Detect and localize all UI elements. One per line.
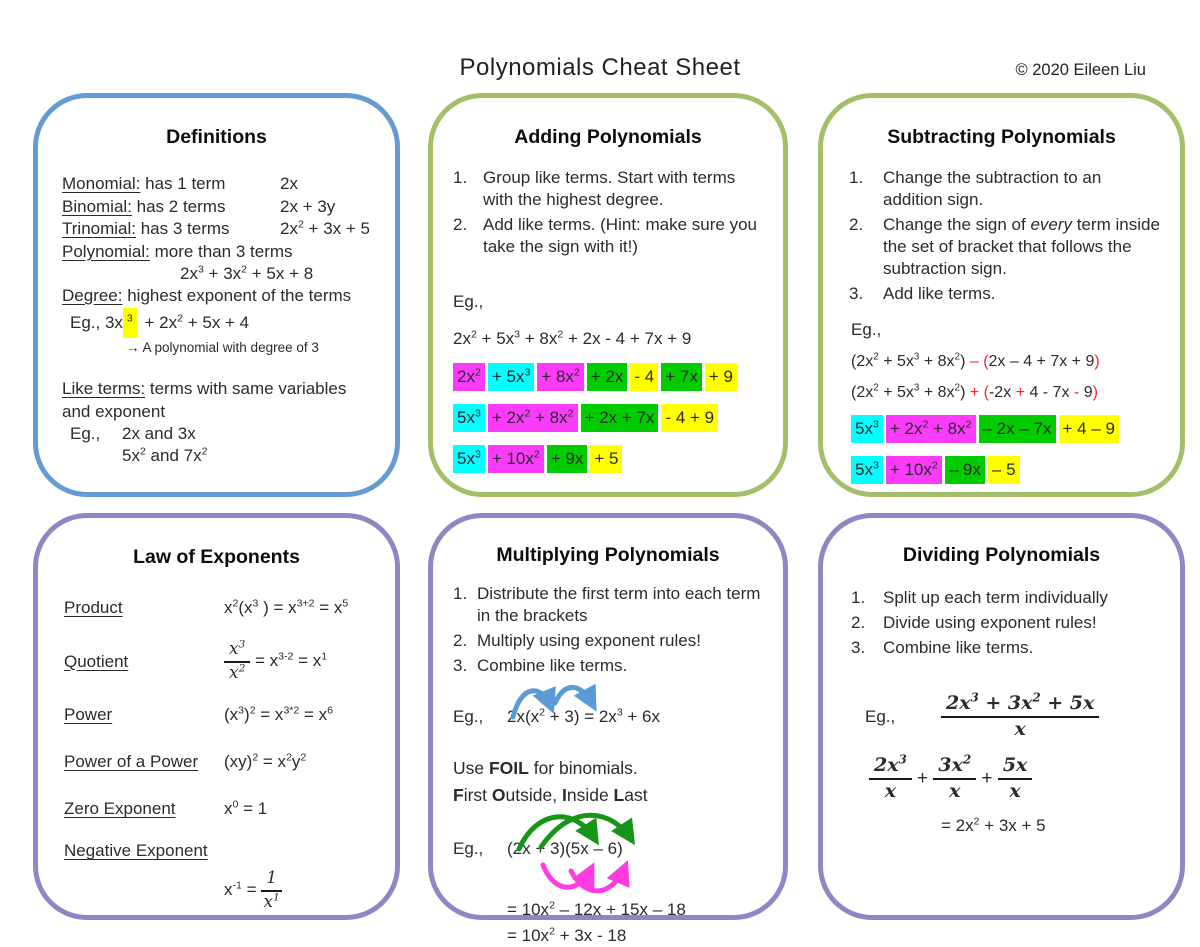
adding-polynomials-box: Adding Polynomials 1. Group like terms. … xyxy=(428,93,788,497)
dividing-polynomials-box: Dividing Polynomials 1. Split up each te… xyxy=(818,513,1185,920)
exponent-rule-negative-label: Negative Exponent xyxy=(64,841,208,861)
binomial-example: 2x + 3y xyxy=(280,196,336,216)
degree-note: → A polynomial with degree of 3 xyxy=(126,340,319,356)
subtracting-expression-1: (2x2 + 5x3 + 8x2) – (2x – 4 + 7x + 9) xyxy=(851,351,1100,370)
dividing-title: Dividing Polynomials xyxy=(902,544,1101,566)
multiplying-example-2: Eg., (2x + 3)(5x – 6) xyxy=(453,812,763,894)
subtracting-polynomials-box: Subtracting Polynomials 1. Change the su… xyxy=(818,93,1185,497)
dividing-step-3: 3. Combine like terms. xyxy=(851,638,1034,658)
exponents-title: Law of Exponents xyxy=(133,546,300,568)
adding-highlight-row-3: 5x3 + 10x2 + 9x + 5 xyxy=(453,445,763,474)
dividing-step-1: 1. Split up each term individually xyxy=(851,588,1108,607)
subtracting-expression-2: (2x2 + 5x3 + 8x2) + (-2x + 4 - 7x - 9) xyxy=(851,382,1098,401)
adding-highlight-row-1: 2x2 + 5x3 + 8x2 + 2x - 4 + 7x + 9 xyxy=(453,363,763,392)
dividing-example: Eg., 2x3 + 3x2 + 5x x xyxy=(845,692,1158,741)
dividing-split-terms: 2x3 x + 3x2 x + 5x x xyxy=(869,754,1158,803)
subtracting-highlight-row-2: 5x3 + 10x2– 9x – 5 xyxy=(851,455,1160,484)
multiplying-example-2-formula: (2x + 3)(5x – 6) xyxy=(507,838,623,858)
adding-expression: 2x2 + 5x3 + 8x2 + 2x - 4 + 7x + 9 xyxy=(453,328,692,349)
foil-note: Use FOIL for binomials. xyxy=(453,758,638,779)
subtracting-highlight-row-1: 5x3 + 2x2 + 8x2– 2x – 7x + 4 – 9 xyxy=(851,414,1160,443)
definition-row-monomial: Monomial: has 1 term 2x xyxy=(62,173,371,196)
multiplying-result-1: = 10x2 – 12x + 15x – 18 xyxy=(507,899,686,919)
subtracting-step-2: 2. Change the sign of every term inside … xyxy=(849,215,1160,279)
multiplying-example-1-formula: 2x(x2 + 3) = 2x3 + 6x xyxy=(507,706,661,727)
foil-inside-arrows-icon xyxy=(540,859,630,894)
eg-label: Eg., xyxy=(453,707,484,727)
exponent-rule-product: Product x2(x3 ) = x3+2 = x5 xyxy=(64,597,349,617)
subtracting-step-3: 3. Add like terms. xyxy=(849,284,996,304)
monomial-label: Monomial: has 1 term xyxy=(62,174,226,193)
subtracting-title: Subtracting Polynomials xyxy=(887,126,1116,148)
eg-label: Eg., xyxy=(851,319,882,339)
eg-label: Eg., xyxy=(865,707,896,727)
exponent-rule-quotient: Quotient x3 x2 = x3-2 = x1 xyxy=(64,638,328,683)
definition-row-binomial: Binomial: has 2 terms 2x + 3y xyxy=(62,196,371,219)
multiplying-step-2: 2. Multiply using exponent rules! xyxy=(453,631,701,651)
exponent-rule-negative-formula: x-1 = 1 x1 xyxy=(224,868,369,912)
subtracting-step-1: 1. Change the subtraction to an addition… xyxy=(849,168,1102,210)
monomial-example: 2x xyxy=(280,174,298,193)
adding-highlight-row-2: 5x3 + 2x2 + 8x2 + 2x + 7x - 4 + 9 xyxy=(453,404,763,433)
trinomial-label: Trinomial: has 3 terms xyxy=(62,219,230,239)
multiplying-example-1: Eg., 2x(x2 + 3) = 2x3 + 6x xyxy=(453,684,763,727)
eg-label: Eg., xyxy=(70,423,101,443)
adding-step-2: 2. Add like terms. (Hint: make sure you … xyxy=(453,215,757,257)
multiplying-result-2: = 10x2 + 3x - 18 xyxy=(507,925,627,945)
multiplying-step-1: 1. Distribute the first term into each t… xyxy=(453,584,761,626)
binomial-label: Binomial: has 2 terms xyxy=(62,196,226,216)
dividing-example-fraction: 2x3 + 3x2 + 5x x xyxy=(941,692,1100,741)
eg-label: Eg., xyxy=(453,292,484,312)
like-terms-example-1: Eg., 2x and 3x xyxy=(70,423,371,445)
multiplying-polynomials-box: Multiplying Polynomials 1. Distribute th… xyxy=(428,513,788,945)
page-title: Polynomials Cheat Sheet xyxy=(459,54,741,81)
definitions-title: Definitions xyxy=(166,126,267,148)
like-terms-example-text: 2x and 3x xyxy=(122,423,196,443)
multiplying-step-3: 3. Combine like terms. xyxy=(453,656,628,676)
dividing-step-2: 2. Divide using exponent rules! xyxy=(851,613,1097,633)
like-terms-example-2: 5x2 and 7x2 xyxy=(122,445,208,465)
trinomial-example: 2x2 + 3x + 5 xyxy=(280,218,370,239)
definitions-box: Definitions Monomial: has 1 term 2x Bino… xyxy=(33,93,400,497)
degree-example: Eg., 3x 3 + 2x2 + 5x + 4 xyxy=(70,308,371,339)
multiplying-title: Multiplying Polynomials xyxy=(496,544,720,566)
adding-title: Adding Polynomials xyxy=(514,126,702,148)
polynomial-label: Polynomial: more than 3 terms xyxy=(62,241,293,261)
eg-label: Eg., xyxy=(453,838,484,858)
polynomial-example: 2x3 + 3x2 + 5x + 8 xyxy=(180,263,314,283)
adding-step-1: 1. Group like terms. Start with terms wi… xyxy=(453,168,736,210)
copyright-notice: © 2020 Eileen Liu xyxy=(1015,61,1146,79)
degree-label: Degree: highest exponent of the terms xyxy=(62,286,352,306)
exponent-rule-power: Power (x3)2 = x3*2 = x6 xyxy=(64,704,333,725)
foil-expansion: First Outside, Inside Last xyxy=(453,785,648,806)
exponent-rule-zero: Zero Exponent x0 = 1 xyxy=(64,798,268,819)
definition-row-trinomial: Trinomial: has 3 terms 2x2 + 3x + 5 xyxy=(62,218,371,241)
law-of-exponents-box: Law of Exponents Product x2(x3 ) = x3+2 … xyxy=(33,513,400,920)
dividing-result: = 2x2 + 3x + 5 xyxy=(941,815,1046,835)
exponent-rule-power-of-a-power: Power of a Power (xy)2 = x2y2 xyxy=(64,751,307,772)
like-terms-label: Like terms: terms with same variables an… xyxy=(62,379,347,421)
